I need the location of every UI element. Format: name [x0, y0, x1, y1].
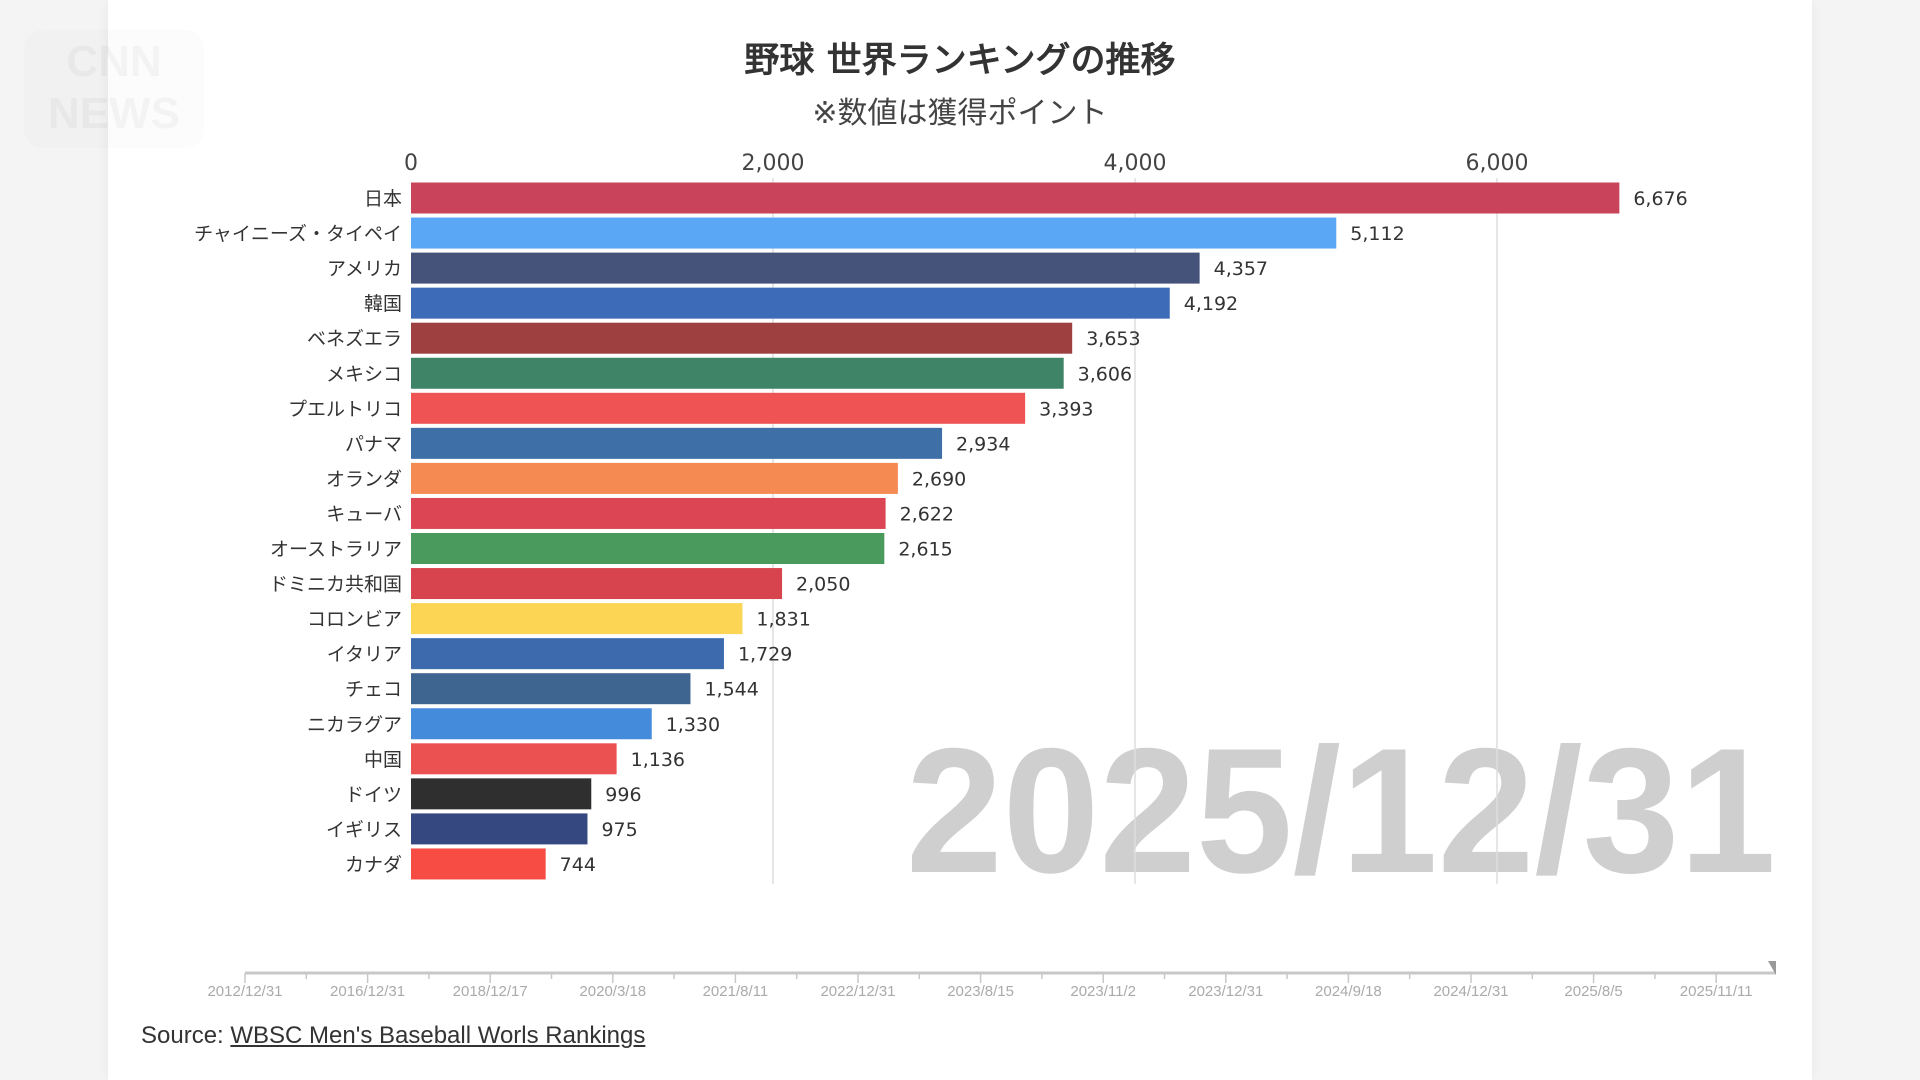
bar-8: [411, 427, 943, 459]
category-label: チャイニーズ・タイペイ: [194, 223, 402, 245]
timeline-handle[interactable]: [1768, 961, 1776, 975]
category-label: パナマ: [345, 433, 402, 455]
value-label: 2,622: [900, 503, 954, 525]
timeline-label: 2021/8/11: [703, 983, 769, 1000]
category-label: ドイツ: [345, 784, 402, 806]
category-label: メキシコ: [326, 363, 402, 385]
bar-9: [411, 462, 898, 494]
bar-12: [411, 568, 783, 600]
timeline-label: 2016/12/31: [330, 983, 405, 1000]
bar-5: [411, 322, 1073, 354]
bar-16: [411, 708, 652, 740]
chart-card: [108, 0, 1812, 1080]
timeline-label: 2020/3/18: [579, 983, 646, 1000]
timeline-label: 2025/11/11: [1680, 983, 1753, 1000]
value-label: 2,050: [796, 574, 850, 596]
x-tick-label: 4,000: [1104, 151, 1167, 176]
timeline-label: 2012/12/31: [207, 983, 282, 1000]
bar-4: [411, 287, 1170, 319]
value-label: 975: [601, 819, 637, 841]
value-label: 744: [560, 854, 596, 876]
value-label: 5,112: [1350, 223, 1404, 245]
timeline-label: 2023/8/15: [947, 983, 1014, 1000]
bar-18: [411, 778, 592, 810]
value-label: 996: [605, 784, 641, 806]
category-label: イギリス: [326, 819, 402, 841]
category-label: カナダ: [345, 854, 402, 876]
category-label: キューバ: [326, 503, 402, 525]
category-label: ベネズエラ: [307, 328, 402, 350]
timeline-label: 2023/11/2: [1070, 983, 1136, 1000]
bar-10: [411, 497, 886, 529]
timeline-label: 2024/12/31: [1433, 983, 1508, 1000]
bar-20: [411, 848, 546, 880]
category-label: 中国: [364, 749, 402, 771]
bar-2: [411, 217, 1337, 249]
category-label: プエルトリコ: [288, 398, 402, 420]
bar-19: [411, 813, 588, 845]
bar-1: [411, 182, 1620, 214]
value-label: 2,934: [956, 433, 1010, 455]
timeline-label: 2023/12/31: [1188, 983, 1263, 1000]
timeline-label: 2025/8/5: [1564, 983, 1622, 1000]
category-label: オランダ: [326, 468, 402, 490]
category-label: イタリア: [327, 644, 402, 666]
category-label: 韓国: [364, 293, 402, 315]
date-watermark: 2025/12/31: [906, 711, 1776, 910]
chart-title: 野球 世界ランキングの推移: [744, 41, 1176, 81]
value-label: 3,653: [1086, 328, 1140, 350]
bar-17: [411, 743, 617, 775]
value-label: 6,676: [1633, 188, 1687, 210]
timeline-label: 2022/12/31: [820, 983, 895, 1000]
category-label: ドミニカ共和国: [269, 574, 402, 596]
value-label: 2,690: [912, 468, 966, 490]
chart-subtitle: ※数値は獲得ポイント: [812, 96, 1108, 131]
category-label: チェコ: [345, 679, 402, 701]
x-tick-label: 2,000: [742, 151, 805, 176]
value-label: 4,357: [1214, 258, 1268, 280]
bar-15: [411, 673, 691, 705]
bar-11: [411, 533, 885, 564]
source-prefix: Source:: [141, 1022, 231, 1049]
x-tick-label: 6,000: [1466, 151, 1529, 176]
value-label: 1,330: [666, 714, 720, 736]
x-tick-label: 0: [404, 151, 418, 176]
category-label: オーストラリア: [270, 539, 402, 561]
value-label: 1,831: [756, 609, 810, 631]
value-label: 1,136: [631, 749, 685, 771]
timeline-label: 2024/9/18: [1315, 983, 1382, 1000]
value-label: 2,615: [898, 539, 952, 561]
category-label: ニカラグア: [307, 714, 402, 736]
category-label: アメリカ: [327, 258, 402, 280]
category-label: コロンビア: [307, 609, 402, 631]
timeline-label: 2018/12/17: [453, 983, 528, 1000]
value-label: 3,606: [1078, 363, 1132, 385]
value-label: 4,192: [1184, 293, 1238, 315]
category-label: 日本: [364, 188, 402, 210]
value-label: 1,544: [704, 679, 758, 701]
bar-14: [411, 638, 724, 670]
source-link[interactable]: WBSC Men's Baseball Worls Rankings: [230, 1022, 646, 1049]
value-label: 3,393: [1039, 398, 1093, 420]
bar-13: [411, 603, 743, 635]
bar-6: [411, 357, 1064, 389]
value-label: 1,729: [738, 644, 792, 666]
source-line: Source: WBSC Men's Baseball Worls Rankin…: [141, 1022, 645, 1050]
bar-7: [411, 392, 1026, 424]
bar-3: [411, 252, 1200, 284]
